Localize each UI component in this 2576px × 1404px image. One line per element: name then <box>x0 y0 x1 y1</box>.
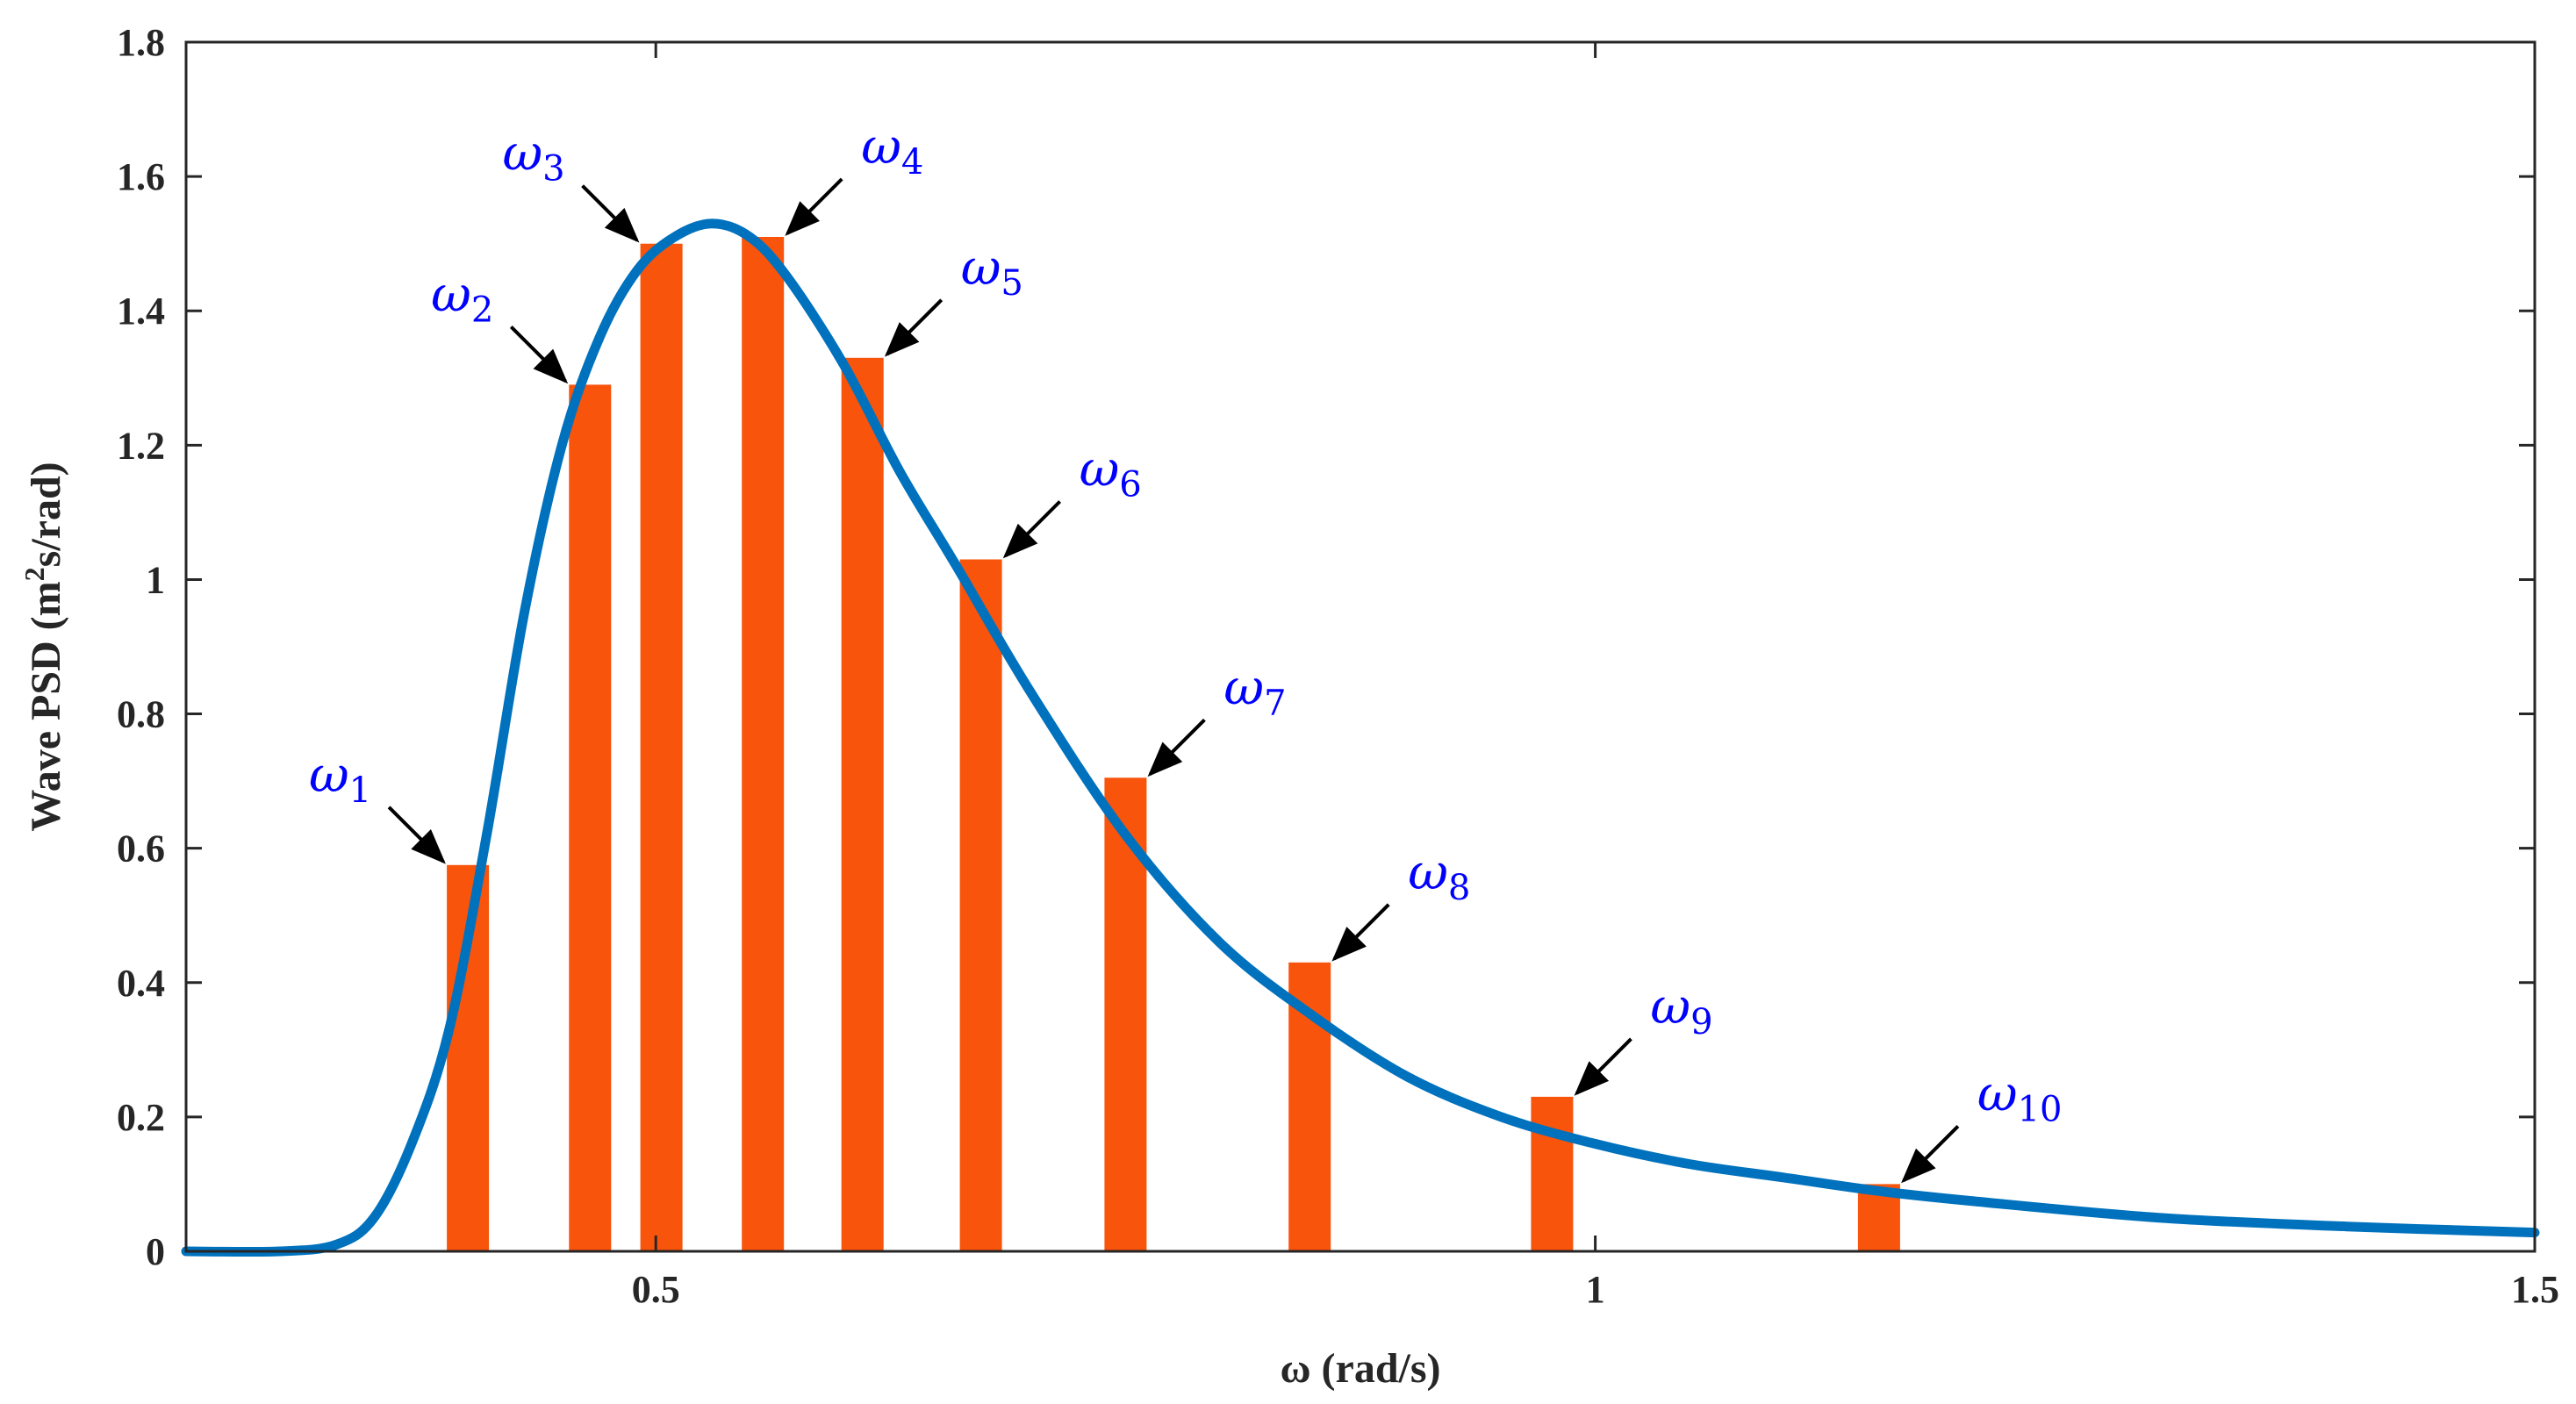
y-axis-title-superscript: 2 <box>18 567 50 581</box>
omega-symbol: ω <box>1408 844 1448 901</box>
x-tick-label: 1 <box>1586 1268 1605 1311</box>
y-tick-label: 0.8 <box>117 693 165 736</box>
bar-arrows <box>387 177 1960 1184</box>
bars <box>447 237 1900 1252</box>
bar-label-3: ω3 <box>502 125 564 190</box>
bar-3 <box>640 243 683 1252</box>
bar-label-4: ω4 <box>861 118 923 183</box>
omega-subscript: 5 <box>1001 263 1023 304</box>
omega-subscript: 7 <box>1264 683 1286 723</box>
omega-symbol: ω <box>309 747 349 804</box>
bar-label-2: ω2 <box>431 266 493 330</box>
bar-label-1: ω1 <box>309 747 371 811</box>
omega-subscript: 1 <box>349 770 371 811</box>
arrow-3 <box>581 184 640 243</box>
omega-symbol: ω <box>861 118 901 176</box>
y-axis-title-main: Wave PSD (m <box>23 581 69 831</box>
arrow-8 <box>1331 903 1390 962</box>
bar-label-5: ω5 <box>961 240 1023 304</box>
bar-label-8: ω8 <box>1408 844 1470 908</box>
omega-symbol: ω <box>1080 441 1120 498</box>
bar-label-6: ω6 <box>1080 441 1142 505</box>
arrow-7 <box>1147 718 1206 777</box>
bar-2 <box>569 384 612 1251</box>
x-tick-label: 0.5 <box>632 1268 680 1311</box>
omega-subscript: 8 <box>1448 868 1470 908</box>
omega-symbol: ω <box>431 266 471 323</box>
axes-box <box>184 40 2537 1253</box>
omega-symbol: ω <box>1977 1065 2018 1122</box>
y-tick-label: 0 <box>146 1230 165 1273</box>
omega-subscript: 10 <box>2018 1089 2063 1129</box>
omega-symbol: ω <box>502 125 542 183</box>
bar-label-9: ω9 <box>1650 978 1712 1042</box>
psd-curve <box>181 218 2540 1257</box>
omega-symbol: ω <box>1650 978 1690 1035</box>
arrow-1 <box>387 806 446 864</box>
arrow-5 <box>884 298 944 357</box>
arrow-10 <box>1901 1124 1960 1184</box>
y-tick-label: 1.2 <box>117 424 165 467</box>
y-tick-label: 0.4 <box>117 962 165 1005</box>
bar-9 <box>1531 1096 1574 1251</box>
omega-symbol: ω <box>1223 659 1264 716</box>
arrow-9 <box>1574 1037 1632 1096</box>
omega-subscript: 9 <box>1690 1002 1712 1042</box>
y-tick-label: 1.4 <box>117 290 165 333</box>
omega-symbol: ω <box>961 240 1001 297</box>
omega-subscript: 2 <box>471 290 493 330</box>
omega-subscript: 6 <box>1119 465 1141 505</box>
arrow-4 <box>785 177 843 236</box>
y-tick-label: 1.6 <box>117 155 165 198</box>
ticks: 0 0.2 0.4 0.6 0.8 1 1.2 1.4 1.6 1.8 0.5 1 1.5 <box>117 21 2559 1311</box>
omega-subscript: 4 <box>901 142 923 183</box>
y-axis-title: Wave PSD (m2s/rad) <box>18 462 69 831</box>
bar-5 <box>841 357 884 1251</box>
y-tick-label: 1.8 <box>117 21 165 64</box>
y-axis-title-units: s/rad) <box>23 462 69 567</box>
bar-label-10: ω10 <box>1977 1065 2063 1129</box>
x-tick-label: 1.5 <box>2511 1268 2559 1311</box>
y-tick-label: 0.2 <box>117 1096 165 1139</box>
arrow-2 <box>509 325 569 384</box>
y-tick-label: 0.6 <box>117 827 165 870</box>
bar-4 <box>742 237 785 1251</box>
plot-area <box>186 42 2535 1251</box>
bar-6 <box>959 559 1002 1251</box>
omega-subscript: 3 <box>542 149 564 190</box>
bar-label-7: ω7 <box>1223 659 1286 723</box>
y-tick-label: 1 <box>146 558 165 601</box>
arrow-6 <box>1002 500 1062 559</box>
x-axis-title: ω (rad/s) <box>1280 1345 1440 1392</box>
